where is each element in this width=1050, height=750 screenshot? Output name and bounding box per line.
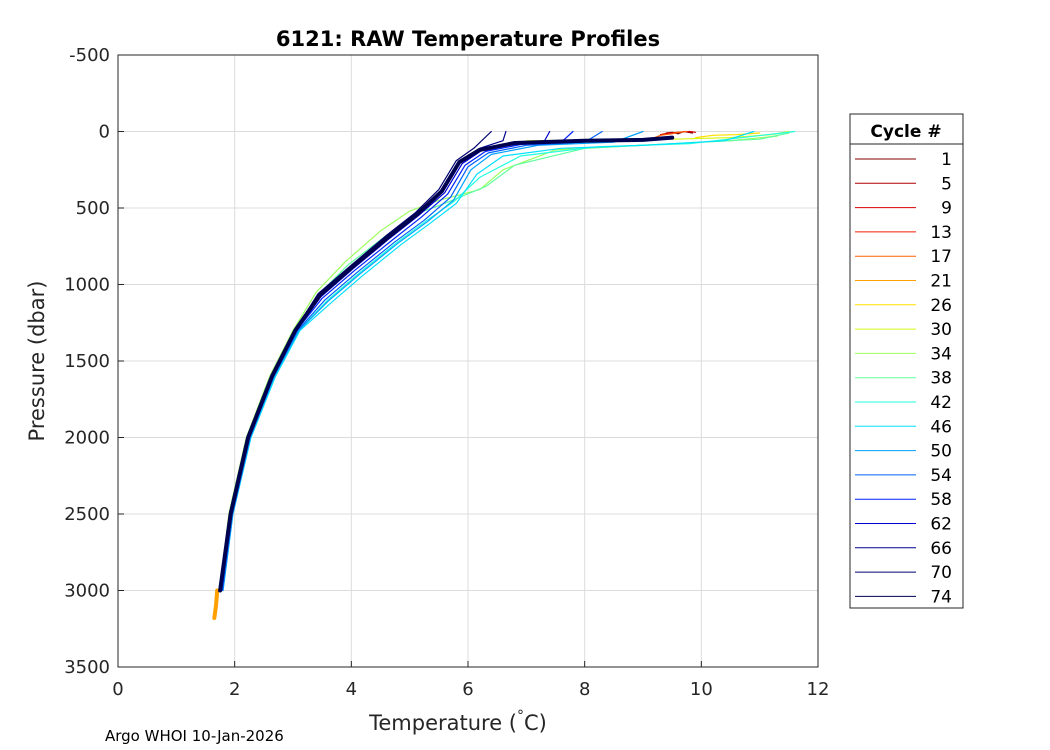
y-tick-label: 1500 — [64, 351, 110, 372]
legend: Cycle # 1 5 9 13 17 21 26 30 34 38 42 46 50 54 58 62 66 7… — [849, 113, 964, 609]
legend-entries: 1 5 9 13 17 21 26 30 34 38 42 46 50 54 58 62 66 70 74 — [855, 150, 952, 607]
profile-line-cycle-13 — [654, 130, 688, 139]
legend-label-cycle-54: 54 — [930, 466, 952, 486]
y-axis-ticks: -500 0 500 1000 1500 2000 2500 3000 3500 — [64, 45, 124, 678]
legend-label-cycle-38: 38 — [930, 369, 952, 389]
legend-label-cycle-74: 74 — [930, 587, 952, 607]
y-tick-label: 3000 — [64, 581, 110, 602]
plot-area — [117, 54, 819, 668]
y-axis-title: Pressure (dbar) — [25, 281, 49, 442]
x-tick-label: 0 — [112, 679, 123, 700]
x-axis-title-unit: C) — [524, 711, 547, 735]
y-tick-label: 2500 — [64, 504, 110, 525]
legend-label-cycle-30: 30 — [930, 320, 952, 340]
legend-label-cycle-66: 66 — [930, 539, 952, 559]
legend-box — [849, 113, 964, 609]
x-tick-label: 12 — [807, 679, 830, 700]
x-tick-label: 2 — [229, 679, 240, 700]
legend-label-cycle-5: 5 — [941, 174, 952, 194]
legend-label-cycle-62: 62 — [930, 515, 952, 535]
series-layer — [212, 130, 796, 620]
profile-line-cycle-21 — [212, 588, 220, 620]
x-axis-title-main: Temperature ( — [368, 711, 517, 735]
y-tick-label: 0 — [99, 122, 110, 143]
footer-credit: Argo WHOI 10-Jan-2026 — [105, 727, 284, 745]
legend-title: Cycle # — [870, 122, 941, 142]
legend-label-cycle-50: 50 — [930, 442, 952, 462]
y-tick-label: 500 — [76, 198, 110, 219]
legend-label-cycle-34: 34 — [930, 344, 952, 364]
y-tick-label: -500 — [69, 45, 110, 66]
chart-title: 6121: RAW Temperature Profiles — [276, 27, 660, 51]
profile-line-cycle-46 — [222, 130, 755, 592]
legend-label-cycle-13: 13 — [930, 223, 952, 243]
legend-label-cycle-9: 9 — [941, 199, 952, 219]
x-tick-label: 4 — [346, 679, 357, 700]
y-tick-label: 2000 — [64, 428, 110, 449]
x-tick-label: 8 — [579, 679, 590, 700]
x-tick-label: 6 — [462, 679, 473, 700]
x-axis-ticks: 0 2 4 6 8 10 12 — [112, 661, 829, 700]
profile-line-cycle-74 — [218, 135, 675, 593]
legend-label-cycle-1: 1 — [941, 150, 952, 170]
legend-label-cycle-58: 58 — [930, 490, 952, 510]
legend-label-cycle-26: 26 — [930, 296, 952, 316]
x-tick-label: 10 — [690, 679, 713, 700]
y-tick-label: 1000 — [64, 275, 110, 296]
legend-label-cycle-70: 70 — [930, 563, 952, 583]
y-tick-label: 3500 — [64, 657, 110, 678]
x-axis-degree-symbol: ° — [517, 708, 524, 724]
legend-label-cycle-21: 21 — [930, 272, 952, 292]
x-axis-title: Temperature (°C) — [368, 708, 547, 735]
legend-label-cycle-42: 42 — [930, 393, 952, 413]
legend-label-cycle-17: 17 — [930, 247, 952, 267]
legend-label-cycle-46: 46 — [930, 417, 952, 437]
